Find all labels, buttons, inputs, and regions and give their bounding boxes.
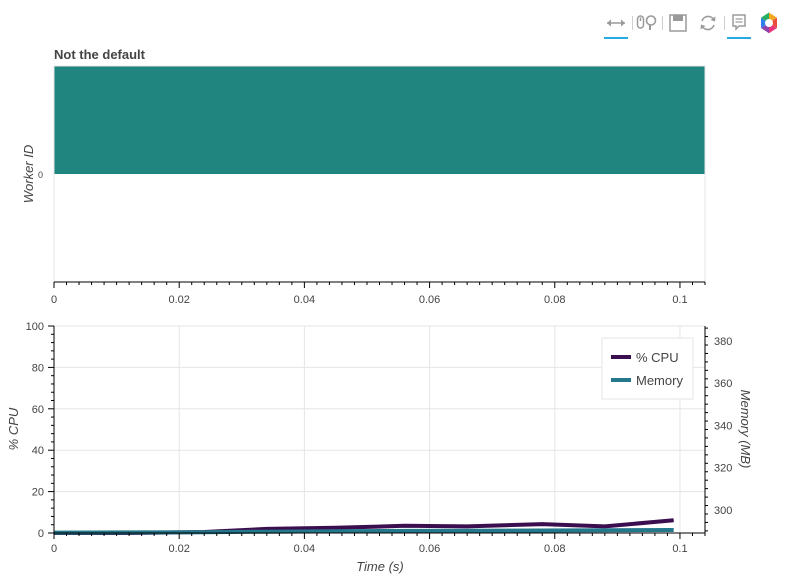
- usage-x-tick-label: 0.1: [672, 543, 687, 555]
- usage-x-tick-label: 0.02: [168, 543, 189, 555]
- bokeh-logo-link[interactable]: [754, 8, 784, 38]
- usage-y2-tick-label: 360: [714, 378, 732, 390]
- wheel-zoom-icon: [636, 15, 657, 30]
- gantt-x-tick-label: 0.04: [294, 294, 315, 306]
- gantt-y-tick-label: 0: [38, 170, 43, 180]
- horizontal-pan-icon: [607, 19, 625, 27]
- usage-y-axis-label: % CPU: [6, 407, 21, 450]
- usage-x-tick-label: 0: [51, 543, 57, 555]
- reset-tool-button[interactable]: [693, 8, 723, 38]
- gantt-chart: Not the default 0 0.02 0.04 0.06 0.08 0.1 0 W…: [21, 47, 706, 306]
- legend-label: Memory: [636, 373, 683, 388]
- hover-tool-button[interactable]: [724, 8, 754, 39]
- gantt-y-axis-label: Worker ID: [21, 145, 36, 204]
- xpan-tool-button[interactable]: [601, 8, 631, 39]
- plot-toolbar: [596, 8, 786, 40]
- usage-x-tick-label: 0.06: [419, 543, 440, 555]
- usage-x-tick-label: 0.04: [294, 543, 315, 555]
- legend-box: [601, 337, 694, 400]
- gantt-x-tick-label: 0.1: [672, 294, 687, 306]
- series-line-memory: [53, 528, 674, 535]
- usage-y-tick-label: 100: [26, 321, 44, 333]
- worker-bar-0: [54, 66, 705, 174]
- usage-y2-axis-label: Memory (MB): [738, 390, 753, 469]
- reset-icon: [700, 15, 716, 31]
- usage-x-axis-label: Time (s): [356, 559, 404, 574]
- usage-legend: % CPU Memory: [601, 337, 694, 400]
- usage-y2-tick-label: 300: [714, 505, 732, 517]
- usage-y-tick-label: 80: [32, 362, 44, 374]
- gantt-x-tick-label: 0.06: [419, 294, 440, 306]
- usage-y2-tick-label: 380: [714, 336, 732, 348]
- gantt-title: Not the default: [54, 47, 146, 62]
- gantt-x-tick-label: 0: [51, 294, 57, 306]
- usage-y-tick-label: 60: [32, 404, 44, 416]
- legend-label: % CPU: [636, 350, 679, 365]
- bokeh-logo-icon: [761, 12, 777, 34]
- resource-usage-chart: 0 0.02 0.04 0.06 0.08 0.1 0 20 40 60 80 100 300 320…: [6, 321, 753, 574]
- usage-y-tick-label: 40: [32, 445, 44, 457]
- usage-y2-tick-label: 340: [714, 420, 732, 432]
- xwheel-zoom-tool-button[interactable]: [634, 8, 664, 38]
- usage-y-tick-label: 20: [32, 487, 44, 499]
- usage-y-tick-label: 0: [38, 528, 44, 540]
- usage-x-tick-label: 0.08: [544, 543, 565, 555]
- save-tool-button[interactable]: [663, 8, 693, 38]
- save-icon: [669, 14, 687, 32]
- hover-tooltip-icon: [732, 14, 746, 31]
- usage-y2-tick-label: 320: [714, 463, 732, 475]
- gantt-x-tick-label: 0.02: [168, 294, 189, 306]
- gantt-x-tick-label: 0.08: [544, 294, 565, 306]
